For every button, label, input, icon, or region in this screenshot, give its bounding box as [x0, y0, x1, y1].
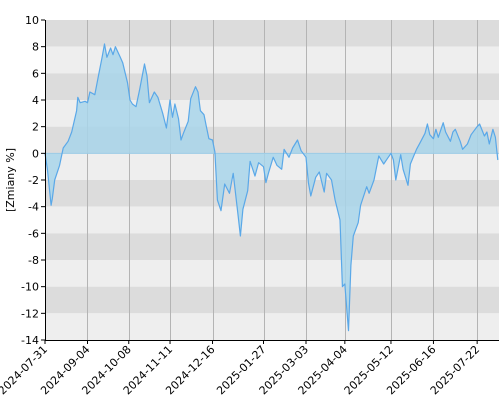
y-tick-label: 2: [32, 121, 39, 134]
y-tick-label: 4: [32, 94, 39, 107]
grid-band: [45, 260, 499, 287]
y-tick-label: -14: [21, 334, 39, 347]
y-tick-label: -8: [28, 254, 39, 267]
y-tick-label: 6: [32, 67, 39, 80]
y-tick-label: 8: [32, 41, 39, 54]
axes: [45, 20, 499, 341]
y-tick-label: 10: [25, 14, 39, 27]
grid-band: [45, 286, 499, 314]
grid-band: [45, 233, 499, 260]
grid-band: [45, 313, 499, 340]
series-layer: [44, 43, 499, 332]
y-tick-label: -6: [28, 227, 39, 240]
grid-band: [45, 206, 499, 234]
y-tick-label: -2: [28, 174, 39, 187]
y-axis-label: [Zmiany %]: [4, 148, 17, 212]
y-tick-label: 0: [32, 147, 39, 160]
grid-band: [45, 20, 499, 47]
series-area: [45, 44, 498, 331]
series-line: [44, 43, 499, 332]
x-axis-ticks: 2024-07-312024-09-042024-10-082024-11-11…: [0, 340, 482, 397]
vertical-grid: [87, 20, 478, 340]
y-tick-label: -4: [28, 201, 39, 214]
y-tick-label: -12: [21, 307, 39, 320]
grid-band: [45, 180, 499, 207]
y-tick-label: -10: [21, 281, 39, 294]
y-axis-ticks: 10 8 6 4 2 0 -2 -4 -6 -8 -10 -12 -14: [21, 14, 45, 347]
